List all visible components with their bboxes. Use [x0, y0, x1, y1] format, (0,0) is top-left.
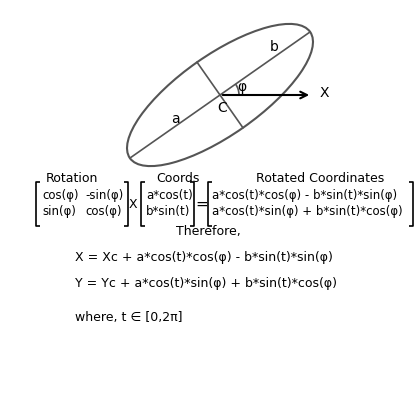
Text: a*cos(t): a*cos(t): [146, 190, 193, 202]
Text: cos(φ): cos(φ): [42, 190, 78, 202]
Text: a*cos(t)*sin(φ) + b*sin(t)*cos(φ): a*cos(t)*sin(φ) + b*sin(t)*cos(φ): [212, 206, 403, 218]
Text: sin(φ): sin(φ): [42, 206, 76, 218]
Text: Therefore,: Therefore,: [176, 226, 240, 238]
Text: Rotated Coordinates: Rotated Coordinates: [256, 172, 384, 184]
Text: cos(φ): cos(φ): [85, 206, 121, 218]
Text: Y = Yc + a*cos(t)*sin(φ) + b*sin(t)*cos(φ): Y = Yc + a*cos(t)*sin(φ) + b*sin(t)*cos(…: [75, 278, 337, 290]
Text: a*cos(t)*cos(φ) - b*sin(t)*sin(φ): a*cos(t)*cos(φ) - b*sin(t)*sin(φ): [212, 190, 397, 202]
Text: X: X: [129, 198, 137, 212]
Text: =: =: [196, 196, 208, 212]
Text: X: X: [320, 86, 329, 100]
Text: Coords: Coords: [156, 172, 200, 184]
Text: b: b: [270, 40, 279, 54]
Text: C: C: [217, 101, 227, 115]
Text: Rotation: Rotation: [46, 172, 98, 184]
Text: b*sin(t): b*sin(t): [146, 206, 191, 218]
Text: -sin(φ): -sin(φ): [85, 190, 123, 202]
Text: where, t ∈ [0,2π]: where, t ∈ [0,2π]: [75, 312, 183, 324]
Text: φ: φ: [237, 80, 246, 94]
Text: X = Xc + a*cos(t)*cos(φ) - b*sin(t)*sin(φ): X = Xc + a*cos(t)*cos(φ) - b*sin(t)*sin(…: [75, 252, 333, 264]
Text: a: a: [171, 112, 179, 126]
